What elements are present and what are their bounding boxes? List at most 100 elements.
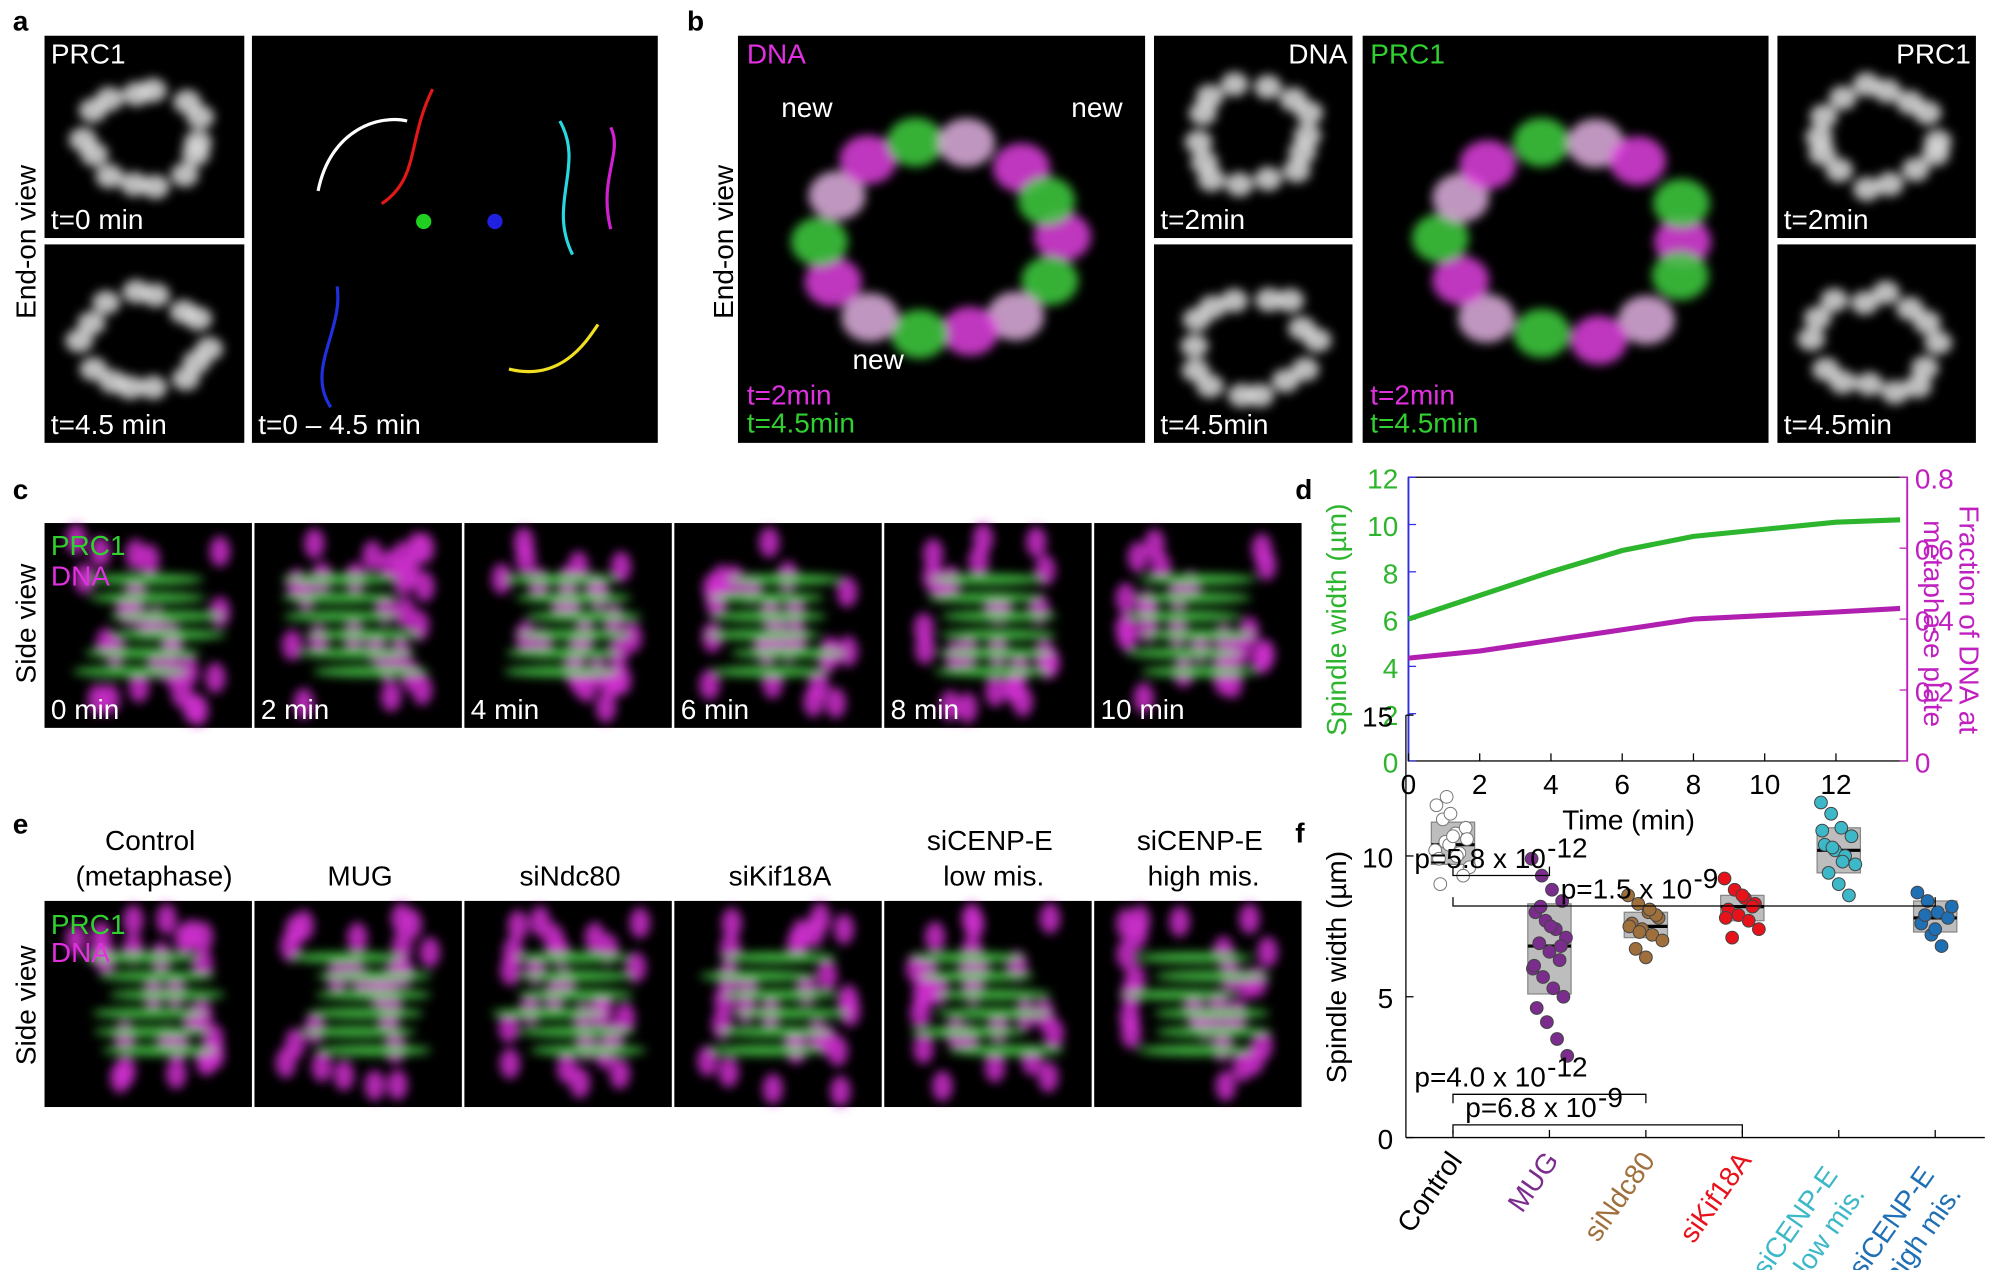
x-tick-label: MUG (1502, 1146, 1565, 1217)
blob (507, 910, 529, 941)
label: DNA (51, 560, 110, 591)
blob (941, 611, 1058, 622)
blob (391, 903, 412, 934)
blob (205, 662, 226, 694)
blob (90, 536, 111, 568)
label: DNA (51, 937, 110, 968)
blob (934, 989, 1052, 1000)
point (1527, 958, 1542, 973)
point (1725, 930, 1740, 945)
blob (699, 669, 720, 701)
blob (110, 1062, 131, 1093)
blob (491, 563, 512, 595)
y-tick-label: 10 (1362, 842, 1393, 873)
label: 0 min (51, 694, 119, 725)
point (1460, 832, 1474, 846)
blob (99, 971, 216, 982)
blob (1139, 574, 1256, 585)
point (1844, 829, 1859, 844)
blob (1852, 176, 1881, 202)
y2-tick-label: 0.6 (1915, 535, 1954, 566)
blob (66, 524, 87, 555)
track (320, 286, 340, 409)
blob (529, 1045, 647, 1056)
blob (940, 629, 1057, 640)
blob (1180, 334, 1209, 358)
blob (1904, 374, 1932, 399)
y2-tick-label: 0 (1915, 747, 1931, 778)
blob (1225, 172, 1254, 197)
blob (171, 677, 192, 708)
blob (1195, 84, 1224, 109)
series-line (1408, 605, 1901, 661)
blob (79, 357, 108, 382)
blob (300, 1026, 417, 1037)
point (1815, 823, 1830, 838)
blob (1238, 616, 1260, 648)
image-content (1115, 528, 1277, 714)
blob (790, 217, 848, 267)
track (605, 126, 616, 230)
label: t=4.5min (1370, 408, 1478, 439)
blob (816, 960, 838, 991)
point (1524, 851, 1539, 866)
blob (1820, 288, 1849, 313)
blob (379, 550, 401, 581)
blob (913, 612, 935, 644)
blob (922, 538, 944, 570)
blob (1220, 71, 1249, 97)
blob (825, 687, 846, 719)
blob (1257, 936, 1278, 968)
blob (711, 564, 732, 596)
image-content (906, 903, 1065, 1102)
blob (1198, 295, 1227, 320)
bracket (1452, 1093, 1647, 1104)
blob (281, 629, 303, 661)
panel-letter: e (13, 808, 29, 839)
image-content (65, 279, 224, 400)
blob (139, 375, 168, 400)
blob (1139, 629, 1256, 640)
blob (1567, 118, 1624, 168)
blob (1184, 129, 1213, 155)
blob (726, 574, 843, 585)
track (558, 120, 574, 256)
blob (985, 676, 1006, 707)
track (508, 323, 600, 374)
blob (414, 532, 435, 564)
point (1848, 857, 1863, 872)
blob (515, 629, 633, 640)
blob (419, 937, 440, 968)
blob (1459, 140, 1517, 190)
blob (387, 1069, 408, 1101)
blob (1881, 380, 1910, 405)
blob (972, 523, 994, 554)
blob (92, 1008, 209, 1019)
label: PRC1 (1896, 39, 1971, 70)
y-tick-label: 0 (1378, 1124, 1394, 1155)
label: new (781, 92, 833, 123)
blob (1215, 1070, 1236, 1102)
blob (192, 921, 214, 952)
blob (1803, 306, 1832, 330)
x-tick-label: 8 (1686, 769, 1702, 800)
point (1443, 806, 1458, 821)
blob (1155, 1026, 1272, 1037)
point (1439, 789, 1454, 804)
blob (1144, 528, 1165, 560)
blob (298, 648, 415, 659)
blob (1137, 1045, 1254, 1056)
blob (280, 931, 301, 962)
point (1446, 829, 1460, 844)
image-content (790, 117, 1091, 359)
label: PRC1 (51, 909, 126, 940)
blob (984, 1051, 1006, 1083)
blob (1288, 316, 1316, 341)
image-content (275, 903, 440, 1101)
blob (1125, 611, 1242, 622)
point (1928, 922, 1943, 937)
label: DNA (1288, 39, 1347, 70)
blob (1913, 310, 1941, 335)
blob (65, 328, 94, 353)
point (1831, 877, 1846, 891)
